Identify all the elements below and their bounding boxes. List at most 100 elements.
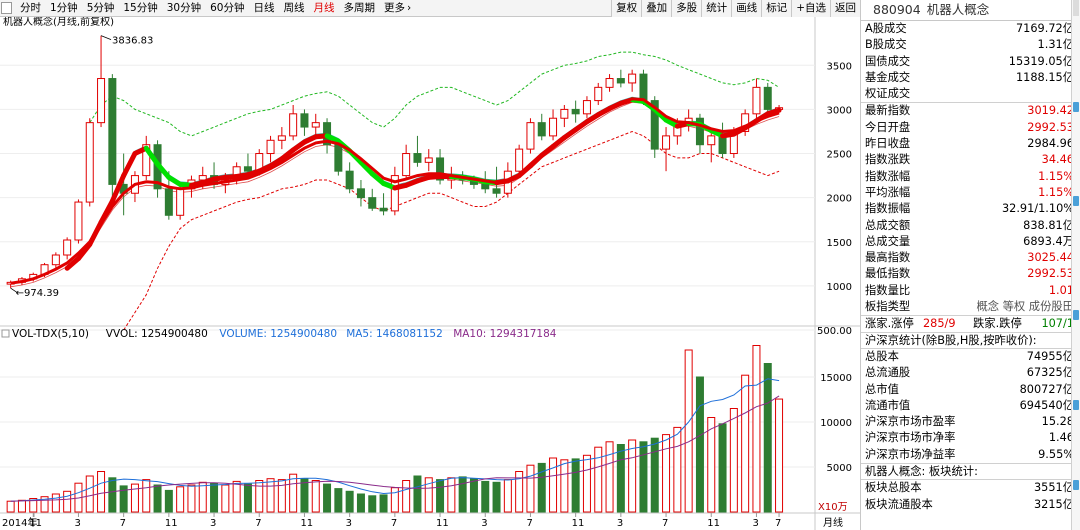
time-axis-label: 3 (74, 518, 80, 529)
index-quote-row: 最高指数 3025.44 (861, 250, 1080, 266)
index-quote-value: 1.15% (1038, 185, 1074, 199)
time-axis-label: 7 (662, 518, 668, 529)
chart-area[interactable]: 3500 3000 2500 2000 1500 1000 500.00 15000 10000… (0, 17, 860, 530)
candle-body (97, 78, 106, 124)
period-tab[interactable]: 分时 (20, 2, 41, 14)
volume-bar (345, 490, 354, 513)
kline-chart-svg[interactable]: 3500 3000 2500 2000 1500 1000 500.00 15000 10000… (0, 17, 860, 530)
indicator-menu-icon[interactable] (1, 329, 10, 338)
side-marker-icon[interactable] (1073, 480, 1079, 490)
index-quote-row: 指数量比 1.01 (861, 283, 1080, 299)
market-stat-row: 总流通股 67325亿 (861, 365, 1080, 381)
period-tab[interactable]: 更多 (384, 1, 411, 16)
volume-bar (695, 376, 704, 513)
candle-body (311, 122, 320, 128)
price-tick-label: 3500 (827, 61, 852, 72)
turnover-section: A股成交 7169.72亿 B股成交 1.31亿 国债成交 15319.05亿 基金成交 11… (861, 21, 1080, 102)
vol-ma10-legend: MA10: 1294317184 (453, 328, 557, 340)
side-scroll-strip[interactable] (1071, 0, 1080, 530)
candle-body (379, 207, 388, 212)
candle-body (368, 197, 377, 209)
sector-stat-value: 3551亿 (1033, 481, 1074, 495)
period-tab[interactable]: 1分钟 (50, 2, 78, 14)
candle-body (85, 122, 94, 203)
toolbar-button[interactable]: 多股 (671, 0, 702, 17)
volume-bar (142, 479, 151, 513)
volume-bar (356, 493, 365, 513)
candle-body (266, 139, 275, 155)
period-tab[interactable]: 周线 (283, 2, 305, 14)
time-axis-label: 3 (346, 518, 352, 529)
period-tab[interactable]: 日线 (253, 2, 275, 14)
period-tab[interactable]: 30分钟 (166, 2, 202, 14)
volume-ma5-line (10, 378, 780, 502)
side-marker-icon[interactable] (1073, 102, 1079, 112)
volume-bar (662, 434, 671, 513)
candle-body (481, 183, 490, 190)
volume-bar (537, 462, 546, 513)
market-stats-title: 沪深京统计(除B股,H股,按昨收价): (861, 331, 1080, 348)
index-quote-value: 2992.53 (1027, 267, 1074, 281)
turnover-value: 1.31亿 (1037, 38, 1074, 52)
volume-bar (763, 363, 772, 513)
index-quote-row: 指数振幅 32.91/1.10% (861, 201, 1080, 217)
index-quote-row: 最新指数 3019.42 (861, 103, 1080, 119)
volume-bar (300, 478, 309, 513)
high-value-label: 3836.83 (112, 36, 153, 47)
price-tick-label: 2000 (827, 194, 852, 205)
candle-body (390, 175, 399, 212)
volume-bar (560, 459, 569, 513)
index-quote-value: 2984.96 (1027, 137, 1074, 151)
index-quote-label: 最新指数 (865, 104, 911, 118)
index-quote-label: 最低指数 (865, 267, 911, 281)
upper-band-line (89, 51, 780, 137)
sector-stat-row: 板块总股本 3551亿 (861, 480, 1080, 496)
index-quote-label: 今日开盘 (865, 120, 911, 134)
time-axis-label: 7 (255, 518, 261, 529)
volume-bar (289, 473, 298, 513)
toolbar-button[interactable]: 标记 (761, 0, 792, 17)
scroll-thumb[interactable] (1073, 0, 1079, 16)
side-marker-icon[interactable] (1073, 400, 1079, 410)
period-tab[interactable]: 月线 (313, 2, 335, 14)
toolbar-button[interactable]: 返回 (830, 0, 860, 17)
toolbar-button[interactable]: +自选 (791, 0, 830, 17)
index-quote-row: 平均涨幅 1.15% (861, 185, 1080, 201)
time-axis-label: 3 (752, 518, 758, 529)
toolbar-button[interactable]: 叠加 (641, 0, 672, 17)
turnover-label: 基金成交 (865, 70, 911, 84)
toolbar-button[interactable]: 画线 (731, 0, 762, 17)
index-quote-row: 昨日收盘 2984.96 (861, 136, 1080, 152)
collapse-toggle[interactable] (1, 2, 12, 14)
period-tab[interactable]: 多周期 (343, 2, 376, 14)
volume-bar (492, 481, 501, 513)
index-quote-label: 平均涨幅 (865, 185, 911, 199)
market-stat-label: 沪深京市场市净率 (865, 431, 956, 445)
toolbar-buttons: 复权 叠加 多股 统计 画线 标记 +自选 返回 (611, 0, 860, 17)
volume-bar (436, 479, 445, 513)
time-axis-label: 7 (391, 518, 397, 529)
index-quote-value: 3025.44 (1027, 251, 1074, 265)
candle-body (662, 135, 671, 150)
candle-body (752, 86, 761, 115)
period-tab[interactable]: 60分钟 (210, 2, 245, 14)
candle-body (142, 144, 151, 177)
side-marker-icon[interactable] (1073, 310, 1079, 320)
candle-body (695, 117, 704, 146)
index-quote-label: 总成交量 (865, 234, 911, 248)
up-count-label: 涨家.涨停 (865, 317, 914, 331)
candle-body (639, 73, 648, 102)
volume-bar (210, 482, 219, 513)
side-marker-icon[interactable] (1073, 196, 1079, 206)
candle-body (526, 122, 535, 150)
volume-bar (424, 477, 433, 513)
period-tab[interactable]: 15分钟 (123, 2, 158, 14)
index-quote-section: 最新指数 3019.42 今日开盘 2992.53 昨日收盘 2984.96 指数涨跌 34.… (861, 102, 1080, 315)
market-stat-value: 694540亿 (1019, 398, 1074, 412)
candle-body (707, 135, 716, 146)
toolbar-button[interactable]: 复权 (611, 0, 642, 17)
period-tab[interactable]: 5分钟 (86, 2, 115, 14)
time-axis-label: 11 (572, 518, 585, 529)
toolbar-button[interactable]: 统计 (701, 0, 732, 17)
